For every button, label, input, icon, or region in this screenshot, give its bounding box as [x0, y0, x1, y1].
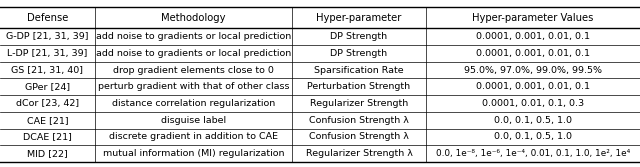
Text: disguise label: disguise label — [161, 116, 226, 125]
Text: dCor [23, 42]: dCor [23, 42] — [16, 99, 79, 108]
Text: Hyper-parameter: Hyper-parameter — [316, 13, 402, 23]
Text: 0.0001, 0.001, 0.01, 0.1: 0.0001, 0.001, 0.01, 0.1 — [476, 32, 590, 41]
Text: Confusion Strength λ: Confusion Strength λ — [309, 116, 409, 125]
Text: 95.0%, 97.0%, 99.0%, 99.5%: 95.0%, 97.0%, 99.0%, 99.5% — [464, 66, 602, 75]
Text: distance correlation regularization: distance correlation regularization — [111, 99, 275, 108]
Text: CAE [21]: CAE [21] — [26, 116, 68, 125]
Text: Methodology: Methodology — [161, 13, 225, 23]
Text: DP Strength: DP Strength — [330, 32, 388, 41]
Text: Confusion Strength λ: Confusion Strength λ — [309, 132, 409, 141]
Text: 0.0, 0.1, 0.5, 1.0: 0.0, 0.1, 0.5, 1.0 — [494, 132, 572, 141]
Text: Hyper-parameter Values: Hyper-parameter Values — [472, 13, 594, 23]
Text: 0.0001, 0.01, 0.1, 0.3: 0.0001, 0.01, 0.1, 0.3 — [482, 99, 584, 108]
Text: 0.0001, 0.001, 0.01, 0.1: 0.0001, 0.001, 0.01, 0.1 — [476, 82, 590, 91]
Text: Regularizer Strength λ: Regularizer Strength λ — [306, 149, 412, 158]
Text: 0.0, 0.1, 0.5, 1.0: 0.0, 0.1, 0.5, 1.0 — [494, 116, 572, 125]
Text: perturb gradient with that of other class: perturb gradient with that of other clas… — [97, 82, 289, 91]
Text: MID [22]: MID [22] — [27, 149, 68, 158]
Text: add noise to gradients or local prediction: add noise to gradients or local predicti… — [95, 32, 291, 41]
Text: Regularizer Strength: Regularizer Strength — [310, 99, 408, 108]
Text: 0.0001, 0.001, 0.01, 0.1: 0.0001, 0.001, 0.01, 0.1 — [476, 49, 590, 58]
Text: add noise to gradients or local prediction: add noise to gradients or local predicti… — [95, 49, 291, 58]
Text: mutual information (MI) regularization: mutual information (MI) regularization — [102, 149, 284, 158]
Text: discrete gradient in addition to CAE: discrete gradient in addition to CAE — [109, 132, 278, 141]
Text: DCAE [21]: DCAE [21] — [23, 132, 72, 141]
Text: GS [21, 31, 40]: GS [21, 31, 40] — [12, 66, 83, 75]
Text: GPer [24]: GPer [24] — [25, 82, 70, 91]
Text: Defense: Defense — [27, 13, 68, 23]
Text: DP Strength: DP Strength — [330, 49, 388, 58]
Text: Sparsification Rate: Sparsification Rate — [314, 66, 404, 75]
Text: L-DP [21, 31, 39]: L-DP [21, 31, 39] — [7, 49, 88, 58]
Text: drop gradient elements close to 0: drop gradient elements close to 0 — [113, 66, 274, 75]
Text: Perturbation Strength: Perturbation Strength — [307, 82, 411, 91]
Text: G-DP [21, 31, 39]: G-DP [21, 31, 39] — [6, 32, 88, 41]
Text: 0.0, 1e⁻⁸, 1e⁻⁶, 1e⁻⁴, 0.01, 0.1, 1.0, 1e², 1e⁴: 0.0, 1e⁻⁸, 1e⁻⁶, 1e⁻⁴, 0.01, 0.1, 1.0, 1… — [436, 149, 630, 158]
